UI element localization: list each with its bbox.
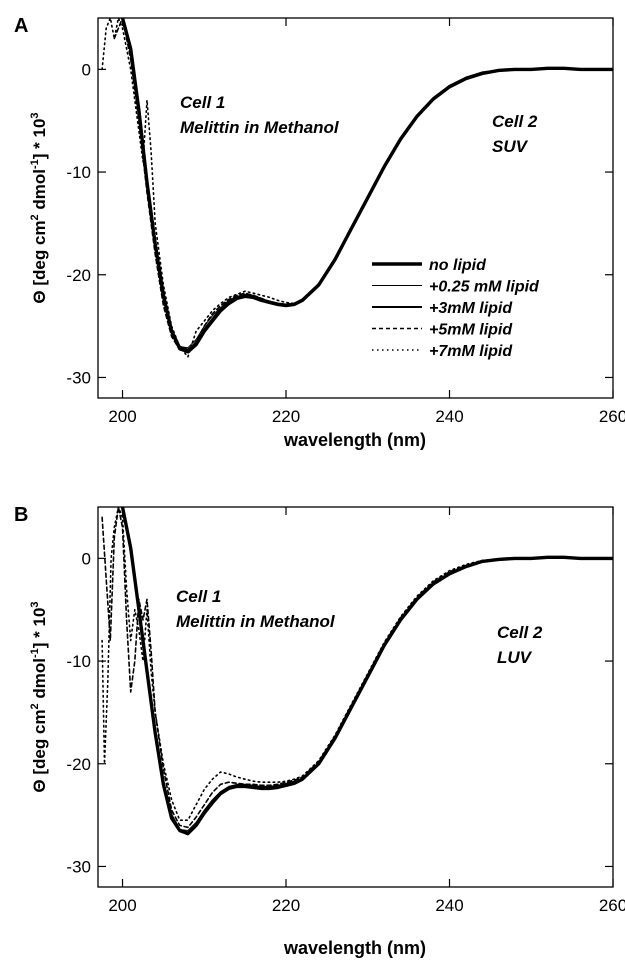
legend-label: +5mM lipid bbox=[429, 322, 513, 339]
x-tick-label: 200 bbox=[108, 896, 136, 915]
annotation-cell1-sample: Melittin in Methanol bbox=[176, 612, 336, 631]
legend-label: no lipid bbox=[429, 257, 487, 274]
annotation-cell1-title: Cell 1 bbox=[176, 587, 221, 606]
y-tick-label: -10 bbox=[66, 652, 91, 671]
y-tick-label: -10 bbox=[66, 163, 91, 182]
y-tick-label: -30 bbox=[66, 857, 91, 876]
plot-frame bbox=[97, 17, 614, 399]
x-tick-label: 220 bbox=[272, 407, 300, 426]
x-tick-label: 240 bbox=[435, 407, 463, 426]
annotation-cell2-vesicle: SUV bbox=[492, 137, 529, 156]
series-line bbox=[101, 507, 613, 829]
data-curves bbox=[101, 18, 613, 358]
series-line bbox=[122, 507, 613, 831]
panel-letter: A bbox=[14, 15, 28, 37]
series-line bbox=[120, 507, 613, 836]
x-tick-label: 220 bbox=[272, 896, 300, 915]
y-axis-title: Θ [deg cm2 dmol-1] * 103 bbox=[29, 112, 49, 303]
legend: no lipid +0.25 mM lipid +3mM lipid +5mM lip… bbox=[372, 257, 540, 360]
panel-letter: B bbox=[14, 504, 28, 526]
y-tick-label: -20 bbox=[66, 266, 91, 285]
panel-b: B 200 220 240 260 0 -10 -20 -30 wavelength (nm)… bbox=[14, 504, 625, 958]
y-tick-label: 0 bbox=[82, 549, 91, 568]
legend-label: +7mM lipid bbox=[429, 343, 513, 360]
annotation-cell1-sample: Melittin in Methanol bbox=[180, 118, 340, 137]
x-tick-label: 200 bbox=[108, 407, 136, 426]
x-axis-title: wavelength (nm) bbox=[283, 938, 426, 958]
y-axis-title: Θ [deg cm2 dmol-1] * 103 bbox=[29, 601, 49, 792]
series-line bbox=[121, 507, 613, 834]
axis-ticks: 200 220 240 260 0 -10 -20 -30 bbox=[66, 507, 625, 915]
x-tick-label: 260 bbox=[599, 896, 625, 915]
legend-label: +0.25 mM lipid bbox=[429, 279, 540, 296]
annotation-cell2-title: Cell 2 bbox=[497, 623, 543, 642]
annotation-cell2-vesicle: LUV bbox=[497, 648, 533, 667]
y-tick-label: 0 bbox=[82, 60, 91, 79]
y-tick-label: -20 bbox=[66, 755, 91, 774]
axis-ticks: 200 220 240 260 0 -10 -20 -30 bbox=[66, 18, 625, 426]
plot-frame bbox=[97, 506, 614, 888]
x-axis-title: wavelength (nm) bbox=[283, 430, 426, 450]
x-tick-label: 260 bbox=[599, 407, 625, 426]
data-curves bbox=[101, 507, 613, 836]
series-line bbox=[101, 507, 613, 822]
legend-label: +3mM lipid bbox=[429, 300, 513, 317]
annotation-cell2-title: Cell 2 bbox=[492, 112, 538, 131]
x-tick-label: 240 bbox=[435, 896, 463, 915]
series-line bbox=[101, 18, 613, 358]
panel-a: A 200 220 240 260 0 -10 -20 -30 wavelength (nm)… bbox=[14, 15, 625, 450]
y-tick-label: -30 bbox=[66, 368, 91, 387]
annotation-cell1-title: Cell 1 bbox=[180, 93, 225, 112]
